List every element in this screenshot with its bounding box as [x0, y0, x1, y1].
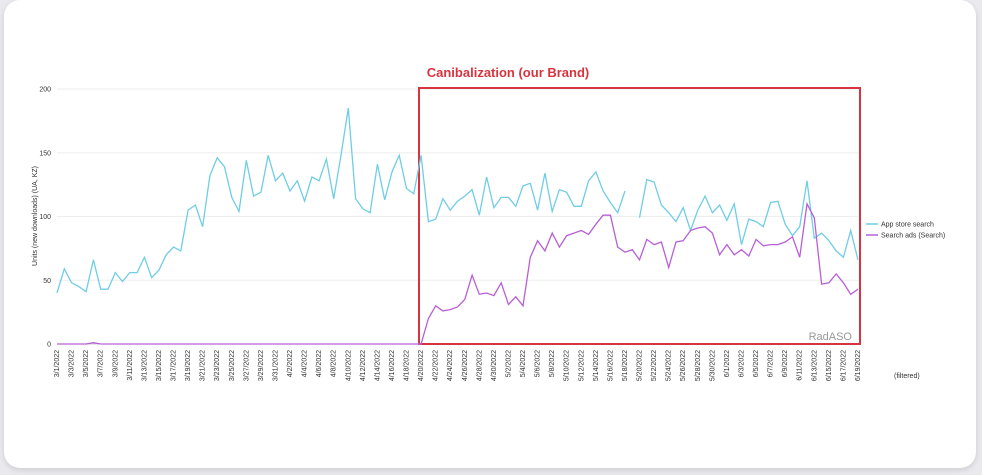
highlight-box: [418, 87, 861, 345]
annotation: Canibalization (our Brand): [427, 65, 590, 80]
x-tick-label: 3/1/2022: [54, 350, 61, 377]
x-tick-label: 4/24/2022: [447, 350, 454, 381]
x-tick-label: 6/19/2022: [855, 350, 862, 381]
x-tick-label: 5/20/2022: [637, 350, 644, 381]
y-tick-label: 0: [47, 342, 51, 349]
x-tick-label: 5/4/2022: [520, 350, 527, 377]
x-tick-label: 5/8/2022: [549, 350, 556, 377]
x-tick-label: 4/30/2022: [491, 350, 498, 381]
x-tick-label: 4/10/2022: [345, 350, 352, 381]
x-tick-label: 4/14/2022: [374, 350, 381, 381]
x-tick-label: 5/24/2022: [666, 350, 673, 381]
x-tick-label: 3/27/2022: [243, 350, 250, 381]
y-tick-label: 200: [39, 87, 51, 94]
x-tick-label: 5/2/2022: [505, 350, 512, 377]
x-tick-label: 3/7/2022: [98, 350, 105, 377]
x-tick-label: 4/26/2022: [462, 350, 469, 381]
x-tick-label: 3/11/2022: [127, 350, 134, 381]
x-tick-label: 4/18/2022: [404, 350, 411, 381]
x-tick-label: 3/19/2022: [185, 350, 192, 381]
x-tick-label: 3/5/2022: [83, 350, 90, 377]
x-tick-label: 3/29/2022: [258, 350, 265, 381]
x-tick-label: 4/12/2022: [360, 350, 367, 381]
x-tick-label: 5/10/2022: [564, 350, 571, 381]
x-tick-label: 4/22/2022: [433, 350, 440, 381]
x-tick-label: 6/17/2022: [840, 350, 847, 381]
x-tick-label: 4/16/2022: [389, 350, 396, 381]
x-tick-label: 6/1/2022: [724, 350, 731, 377]
x-tick-label: 6/11/2022: [797, 350, 804, 381]
x-tick-label: 4/8/2022: [331, 350, 338, 377]
x-tick-label: 3/3/2022: [69, 350, 76, 377]
x-tick-label: 3/23/2022: [214, 350, 221, 381]
x-tick-label: 5/6/2022: [535, 350, 542, 377]
x-tick-label: 6/13/2022: [811, 350, 818, 381]
x-tick-label: 5/14/2022: [593, 350, 600, 381]
x-tick-label: 5/28/2022: [695, 350, 702, 381]
x-tick-label: 6/15/2022: [826, 350, 833, 381]
x-tick-label: 4/28/2022: [476, 350, 483, 381]
x-tick-label: 6/3/2022: [738, 350, 745, 377]
series-line: [57, 201, 859, 345]
x-tick-label: 5/18/2022: [622, 350, 629, 381]
legend-label: Search ads (Search): [881, 233, 945, 240]
x-tick-label: 6/5/2022: [753, 350, 760, 377]
x-tick-label: 6/9/2022: [782, 350, 789, 377]
x-tick-label: 3/21/2022: [200, 350, 207, 381]
x-tick-label: 3/17/2022: [171, 350, 178, 381]
x-tick-label: 3/31/2022: [272, 350, 279, 381]
x-tick-label: 3/9/2022: [112, 350, 119, 377]
x-tick-label: 3/25/2022: [229, 350, 236, 381]
x-tick-label: 3/15/2022: [156, 350, 163, 381]
x-tick-label: 5/30/2022: [709, 350, 716, 381]
filter-note: (filtered): [894, 373, 920, 380]
x-tick-label: 6/7/2022: [768, 350, 775, 377]
x-tick-label: 4/2/2022: [287, 350, 294, 377]
x-tick-label: 4/20/2022: [418, 350, 425, 381]
x-tick-label: 5/26/2022: [680, 350, 687, 381]
y-tick-label: 100: [39, 214, 51, 221]
x-tick-label: 5/12/2022: [578, 350, 585, 381]
y-tick-label: 50: [43, 278, 51, 285]
y-axis-label: Units (new downloads) (UA, KZ): [32, 166, 39, 266]
x-tick-label: 4/6/2022: [316, 350, 323, 377]
legend-label: App store search: [881, 222, 934, 229]
watermark: RadASO: [809, 331, 853, 343]
x-tick-label: 5/16/2022: [607, 350, 614, 381]
series-line: [56, 108, 859, 294]
x-tick-label: 4/4/2022: [302, 350, 309, 377]
y-tick-label: 150: [39, 150, 51, 157]
x-tick-label: 5/22/2022: [651, 350, 658, 381]
x-tick-label: 3/13/2022: [141, 350, 148, 381]
